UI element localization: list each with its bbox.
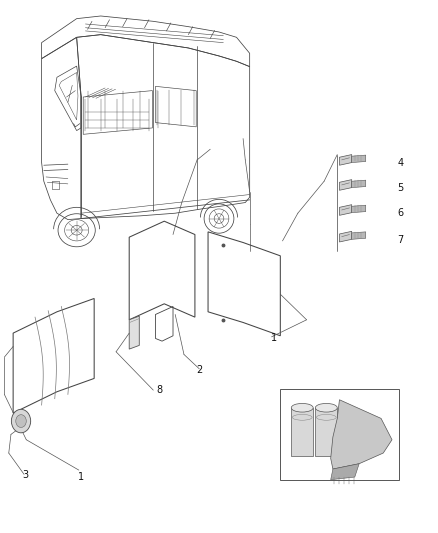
Polygon shape [339,155,352,165]
Polygon shape [331,400,392,469]
Polygon shape [352,155,366,163]
Polygon shape [352,180,366,188]
Polygon shape [315,408,337,456]
Polygon shape [129,316,139,349]
Text: 1: 1 [271,334,277,343]
Polygon shape [291,408,313,456]
Text: 4: 4 [398,158,404,167]
Polygon shape [352,205,366,213]
Polygon shape [339,180,352,190]
Ellipse shape [315,403,337,412]
Text: 2: 2 [196,366,202,375]
Text: 8: 8 [157,385,163,395]
Text: 1: 1 [78,472,84,482]
Text: 7: 7 [398,235,404,245]
Polygon shape [352,232,366,239]
Polygon shape [331,464,359,480]
Text: 3: 3 [22,471,28,480]
Circle shape [11,409,31,433]
Polygon shape [339,205,352,215]
Polygon shape [339,231,352,242]
Ellipse shape [291,403,313,412]
Text: 6: 6 [398,208,404,218]
Text: 5: 5 [398,183,404,192]
Circle shape [16,415,26,427]
